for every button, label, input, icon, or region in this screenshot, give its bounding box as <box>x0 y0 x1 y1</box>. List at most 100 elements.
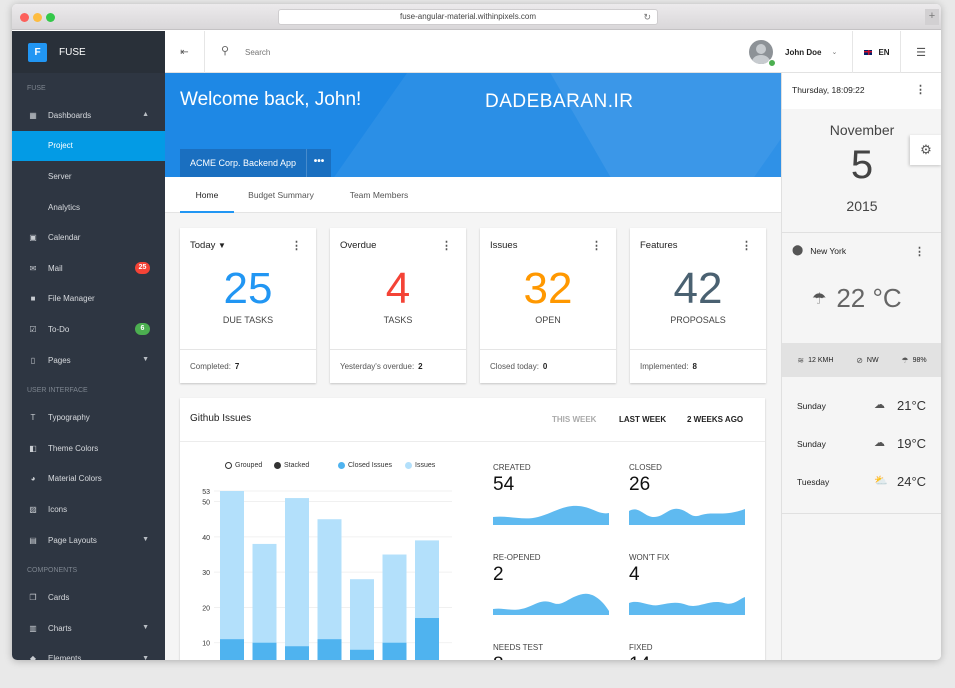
bar-issues <box>317 519 342 660</box>
menu-toggle-button[interactable]: ⇤ <box>165 31 205 73</box>
more-vert-icon[interactable]: ⋮ <box>291 240 302 252</box>
sidebar-item-charts[interactable]: ▥ Charts ▼ <box>12 613 165 644</box>
calendar-icon: ▣ <box>29 233 37 243</box>
bar-closed-issues <box>382 642 407 660</box>
bar-closed-issues <box>317 639 342 660</box>
widget-value: 32 <box>523 264 573 313</box>
bar-closed-issues <box>285 646 309 660</box>
more-vert-icon[interactable]: ⋮ <box>591 240 602 252</box>
sidebar-item-label: Calendar <box>48 233 81 243</box>
y-tick-label: 40 <box>202 535 210 542</box>
reload-icon[interactable]: ↻ <box>643 12 651 22</box>
rain-cloud-icon: ☂ <box>812 290 827 308</box>
theme-icon: ◧ <box>29 443 37 453</box>
sidebar-item-label: Dashboards <box>48 110 92 120</box>
tab-home[interactable]: Home <box>180 177 234 213</box>
sidebar-item-cards[interactable]: ❐ Cards <box>12 582 165 613</box>
settings-button[interactable]: ⚙ <box>910 135 941 165</box>
sidebar-item-dashboards[interactable]: ▦ Dashboards ▲ <box>12 100 165 131</box>
sidebar-item-calendar[interactable]: ▣ Calendar <box>12 222 165 253</box>
y-tick-label: 30 <box>202 570 210 577</box>
sidebar-item-label: Charts <box>48 623 72 633</box>
address-bar[interactable]: fuse-angular-material.withinpixels.com ↻ <box>278 9 658 25</box>
project-more-button[interactable]: ••• <box>306 149 331 177</box>
bar-closed-issues <box>252 642 277 660</box>
section-fuse: FUSE <box>27 85 46 92</box>
sidebar-item-file-manager[interactable]: ■ File Manager <box>12 284 165 315</box>
sidebar-item-mail[interactable]: ✉ Mail 25 <box>12 253 165 284</box>
widget-card: Today ▼ ⋮ 25 DUE TASKS Completed: 7 <box>180 228 316 383</box>
more-vert-icon[interactable]: ⋮ <box>441 240 452 252</box>
watermark-text: DADEBARAN.IR <box>485 91 634 112</box>
widget-title[interactable]: Today ▼ <box>190 240 226 251</box>
tab-bar: Home Budget Summary Team Members <box>165 177 781 213</box>
legend-closed-issues[interactable]: Closed Issues <box>338 462 392 469</box>
project-name: ACME Corp. Backend App <box>190 158 297 168</box>
more-vert-icon[interactable]: ⋮ <box>914 246 925 258</box>
forecast-row: Sunday ☁ 21°C <box>797 398 927 413</box>
layers-icon: ◆ <box>29 654 37 660</box>
github-issues-card: Github Issues THIS WEEK LAST WEEK 2 WEEK… <box>180 398 765 660</box>
chevron-down-icon: ⌄ <box>831 49 838 56</box>
stat-wont-fix: WON'T FIX 4 <box>629 553 749 615</box>
widget-footer: Implemented: 8 <box>630 349 766 383</box>
sidebar-item-label: Icons <box>48 504 68 514</box>
legend-issues[interactable]: Issues <box>405 462 435 469</box>
sidebar-item-material-colors[interactable]: ◕ Material Colors <box>12 464 165 495</box>
range-2-weeks-ago[interactable]: 2 WEEKS AGO <box>687 415 744 424</box>
weather-metrics: ≋ 12 KMH ⊘ NW ☂ 98% <box>782 343 941 377</box>
widget-title: Features <box>640 240 678 251</box>
wind-speed: ≋ 12 KMH <box>797 355 834 365</box>
minimize-window-button[interactable] <box>33 13 42 22</box>
range-last-week[interactable]: LAST WEEK <box>619 415 667 424</box>
sidebar-item-label: Pages <box>48 355 71 365</box>
sidebar-item-elements[interactable]: ◆ Elements ▼ <box>12 644 165 660</box>
range-this-week[interactable]: THIS WEEK <box>552 415 597 424</box>
legend-grouped[interactable]: Grouped <box>225 462 262 469</box>
maximize-window-button[interactable] <box>46 13 55 22</box>
widget-title: Overdue <box>340 240 377 251</box>
bar-closed-issues <box>220 639 244 660</box>
sidebar-item-pages[interactable]: ▯ Pages ▼ <box>12 345 165 376</box>
widget-label: OPEN <box>535 315 561 325</box>
widget-card: Issues ⋮ 32 OPEN Closed today: 0 <box>480 228 616 383</box>
online-status-icon <box>768 59 776 67</box>
quick-panel-button[interactable]: ☰ <box>901 31 941 73</box>
search-input[interactable] <box>245 45 445 59</box>
legend-stacked[interactable]: Stacked <box>274 462 309 469</box>
stat-needs-test: NEEDS TEST8 <box>493 643 544 660</box>
main-content: Welcome back, John! DADEBARAN.IR ACME Co… <box>165 73 781 660</box>
language-selector[interactable]: EN <box>853 31 901 73</box>
calendar-month: November <box>829 122 895 138</box>
widget-title: Issues <box>490 240 518 251</box>
widget-value: 42 <box>673 264 723 313</box>
sidebar-item-icons[interactable]: ▨ Icons <box>12 494 165 525</box>
new-tab-button[interactable]: + <box>925 9 939 25</box>
user-menu[interactable]: John Doe ⌄ <box>749 31 853 73</box>
tab-team-members[interactable]: Team Members <box>349 190 409 200</box>
brand: F FUSE <box>12 31 165 73</box>
sidebar-item-todo[interactable]: ☑ To-Do 6 <box>12 314 165 345</box>
sidebar-item-theme-colors[interactable]: ◧ Theme Colors <box>12 433 165 464</box>
chevron-down-icon: ▼ <box>142 535 149 543</box>
sidebar-item-page-layouts[interactable]: ▤ Page Layouts ▼ <box>12 525 165 556</box>
github-issues-title: Github Issues <box>190 413 252 424</box>
widget-footer: Closed today: 0 <box>480 349 616 383</box>
checkbox-icon: ☑ <box>29 324 37 334</box>
widget-value: 25 <box>223 264 273 313</box>
current-datetime: Thursday, 18:09:22 <box>792 85 865 95</box>
sidebar-item-analytics[interactable]: Analytics <box>12 192 165 223</box>
sidebar-item-project[interactable]: Project <box>12 130 165 162</box>
close-window-button[interactable] <box>20 13 29 22</box>
more-vert-icon[interactable]: ⋮ <box>741 240 752 252</box>
chevron-down-icon: ▼ <box>142 355 149 363</box>
sidebar-item-typography[interactable]: T Typography <box>12 402 165 433</box>
tab-budget-summary[interactable]: Budget Summary <box>248 190 314 200</box>
logo: F <box>28 42 47 62</box>
more-vert-icon[interactable]: ⋮ <box>915 84 926 96</box>
sidebar-item-server[interactable]: Server <box>12 161 165 192</box>
project-selector[interactable]: ACME Corp. Backend App ••• <box>180 149 332 177</box>
calendar-year: 2015 <box>846 198 878 214</box>
bar-issues <box>285 498 309 660</box>
widget-label: DUE TASKS <box>222 315 274 325</box>
